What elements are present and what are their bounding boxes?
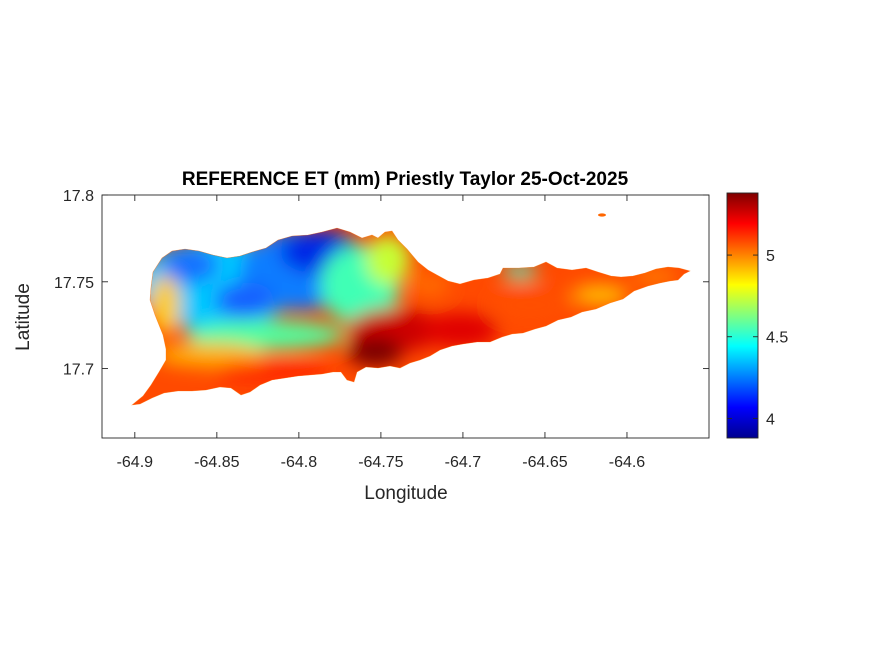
x-tick-label: -64.85 <box>194 454 239 471</box>
x-tick-label: -64.7 <box>445 454 482 471</box>
colorbar-tick-label: 4 <box>766 411 775 428</box>
x-tick-label: -64.75 <box>358 454 403 471</box>
colorbar-tick-label: 4.5 <box>766 330 788 347</box>
colorbar-tick-label: 5 <box>766 248 775 265</box>
y-tick-label: 17.7 <box>63 362 94 379</box>
chart-title: REFERENCE ET (mm) Priestly Taylor 25-Oct… <box>182 169 629 190</box>
x-tick-label: -64.6 <box>609 454 646 471</box>
colorbar-ticks: 44.55 <box>727 248 788 428</box>
x-axis-label: Longitude <box>364 483 447 504</box>
x-tick-label: -64.8 <box>281 454 318 471</box>
x-tick-label: -64.9 <box>117 454 154 471</box>
x-axis: -64.9 -64.85 -64.8 -64.75 -64.7 -64.65 -64.6 <box>117 195 646 471</box>
y-axis-label: Latitude <box>13 283 34 351</box>
y-axis: 17.7 17.75 17.8 <box>54 188 709 379</box>
offshore-islet <box>598 213 606 217</box>
island-outline <box>131 227 691 406</box>
y-tick-label: 17.8 <box>63 188 94 205</box>
y-tick-label: 17.75 <box>54 275 94 292</box>
x-tick-label: -64.65 <box>522 454 567 471</box>
colorbar <box>726 192 759 439</box>
